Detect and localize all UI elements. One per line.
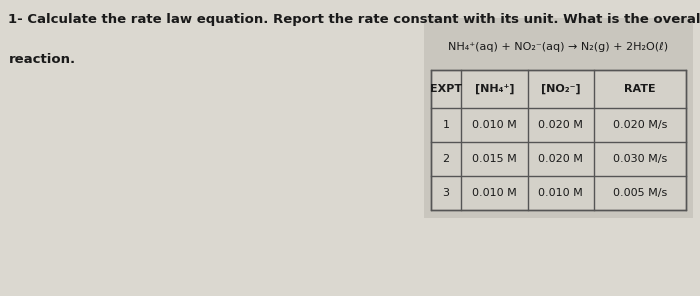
Bar <box>424 18 693 218</box>
Text: 0.010 M: 0.010 M <box>472 188 517 198</box>
Text: NH₄⁺(aq) + NO₂⁻(aq) → N₂(g) + 2H₂O(ℓ): NH₄⁺(aq) + NO₂⁻(aq) → N₂(g) + 2H₂O(ℓ) <box>448 42 668 52</box>
Text: 1: 1 <box>442 120 449 130</box>
Text: 0.020 M: 0.020 M <box>538 120 583 130</box>
Bar <box>430 70 686 210</box>
Text: RATE: RATE <box>624 84 656 94</box>
Text: 0.010 M: 0.010 M <box>472 120 517 130</box>
Text: 2: 2 <box>442 154 449 164</box>
Text: [NH₄⁺]: [NH₄⁺] <box>475 84 514 94</box>
Text: 0.005 M/s: 0.005 M/s <box>613 188 667 198</box>
Text: 1- Calculate the rate law equation. Report the rate constant with its unit. What: 1- Calculate the rate law equation. Repo… <box>8 13 700 26</box>
Text: 3: 3 <box>442 188 449 198</box>
Text: reaction.: reaction. <box>8 53 76 66</box>
Text: 0.015 M: 0.015 M <box>472 154 517 164</box>
Text: 0.020 M: 0.020 M <box>538 154 583 164</box>
Text: 0.020 M/s: 0.020 M/s <box>612 120 667 130</box>
Text: [NO₂⁻]: [NO₂⁻] <box>541 84 580 94</box>
Text: 0.010 M: 0.010 M <box>538 188 583 198</box>
Text: EXPT: EXPT <box>430 84 462 94</box>
Text: 0.030 M/s: 0.030 M/s <box>613 154 667 164</box>
